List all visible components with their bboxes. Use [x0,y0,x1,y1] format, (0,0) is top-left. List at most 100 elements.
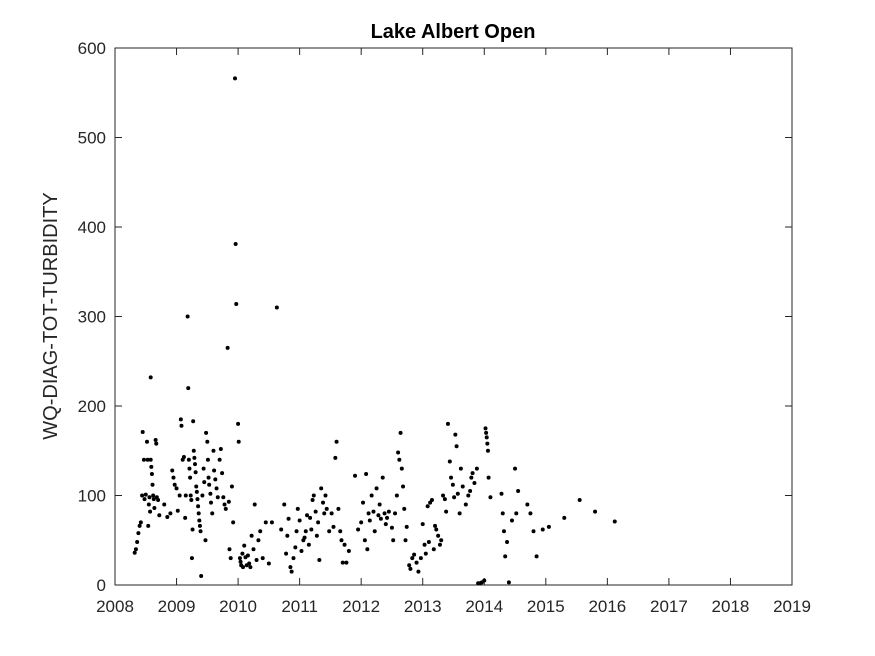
data-point [149,464,154,469]
data-point [339,538,344,543]
data-point [237,556,242,561]
data-point [192,455,197,460]
data-point [195,497,200,502]
data-point [500,511,505,516]
data-point [470,471,475,476]
data-point [170,468,175,473]
data-point [397,457,402,462]
data-point [336,506,341,511]
data-point [189,556,194,561]
data-point [289,569,294,574]
data-point [374,486,379,491]
data-point [344,560,349,565]
y-tick-label: 0 [97,576,106,595]
data-point [407,563,412,568]
x-tick-label: 2014 [465,597,503,616]
data-point [165,514,170,519]
data-point [420,522,425,527]
data-point [398,430,403,435]
data-point [226,499,231,504]
data-point [193,470,198,475]
data-point [222,502,227,507]
data-point [546,524,551,529]
data-point [410,556,415,561]
data-point [152,506,157,511]
data-point [457,511,462,516]
data-point [311,493,316,498]
data-point [472,480,477,485]
data-points [132,76,617,586]
data-point [252,502,257,507]
data-point [513,466,518,471]
data-point [369,493,374,498]
data-point [376,513,381,518]
data-point [416,569,421,574]
data-point [238,559,243,564]
data-point [183,515,188,520]
data-point [485,448,490,453]
data-point [454,444,459,449]
data-point [577,497,582,502]
data-point [141,457,146,462]
data-point [233,242,238,247]
data-point [291,556,296,561]
data-point [436,533,441,538]
data-point [245,553,250,558]
data-point [151,493,156,498]
data-point [191,448,196,453]
data-point [466,493,471,498]
data-point [372,529,377,534]
data-point [205,439,210,444]
data-point [359,520,364,525]
x-tick-label: 2011 [281,597,318,616]
data-point [197,523,202,528]
data-point [143,492,148,497]
data-point [236,439,241,444]
data-point [425,504,430,509]
data-point [151,497,156,502]
data-point [204,430,209,435]
data-point [140,493,145,498]
data-point [153,438,158,443]
data-point [434,527,439,532]
data-point [217,457,222,462]
data-point [396,450,401,455]
data-point [274,305,279,310]
data-point [447,459,452,464]
data-point [458,466,463,471]
data-point [135,540,140,545]
data-point [172,482,177,487]
data-point [207,482,212,487]
data-point [365,547,370,552]
data-point [505,540,510,545]
data-point [214,486,219,491]
data-point [147,495,152,500]
data-point [171,475,176,480]
data-point [206,475,211,480]
data-point [503,554,508,559]
data-point [294,529,299,534]
data-point [408,566,413,571]
data-point [223,506,228,511]
x-tick-label: 2008 [96,597,134,616]
data-point [297,518,302,523]
data-point [205,457,210,462]
data-point [260,556,265,561]
data-point [412,552,417,557]
data-point [314,533,319,538]
data-point [322,511,327,516]
data-point [437,542,442,547]
x-tick-label: 2015 [527,597,565,616]
data-point [501,529,506,534]
data-point [145,457,150,462]
data-point [279,527,284,532]
data-point [612,519,617,524]
x-tick-label: 2016 [588,597,626,616]
y-tick-label: 600 [78,39,106,58]
data-point [333,455,338,460]
data-point [452,495,457,500]
data-point [316,520,321,525]
data-point [212,468,217,473]
data-point [236,421,241,426]
data-point [309,527,314,532]
